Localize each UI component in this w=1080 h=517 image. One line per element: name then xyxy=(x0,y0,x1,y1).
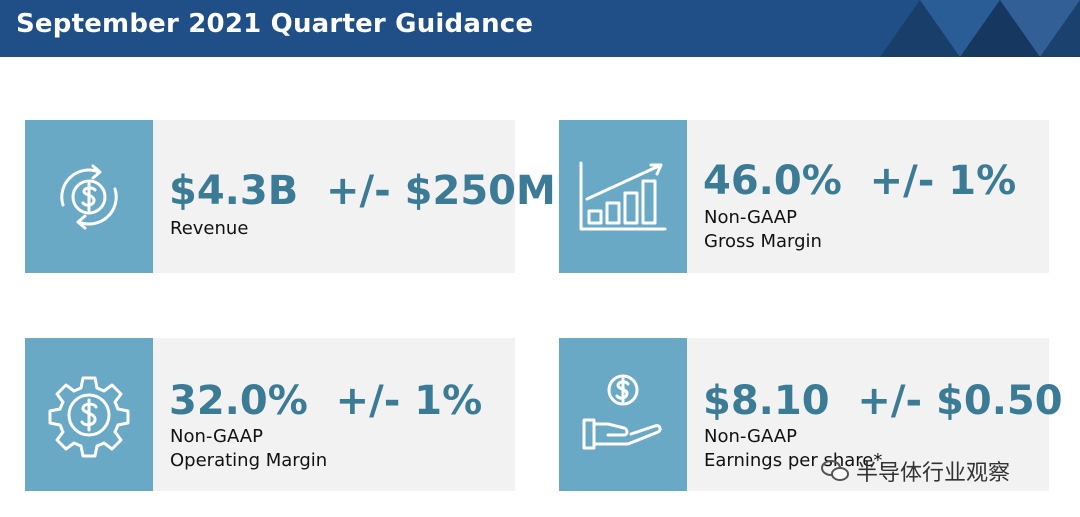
eps-label-line1: Non-GAAP xyxy=(704,426,797,447)
operating-margin-label-line2: Operating Margin xyxy=(170,450,328,471)
operating-margin-label-line1: Non-GAAP xyxy=(170,426,263,447)
eps-label-line2: Earnings per share* xyxy=(704,450,883,471)
hand-coin-icon xyxy=(582,374,662,449)
triangle-decoration xyxy=(880,0,1080,57)
page-title: September 2021 Quarter Guidance xyxy=(16,9,534,39)
title-bar: September 2021 Quarter Guidance xyxy=(0,0,1080,57)
eps-card: $8.10 +/- $0.50 Non-GAAP Earnings per sh… xyxy=(559,338,1063,491)
eps-value: $8.10 +/- $0.50 xyxy=(703,378,1063,424)
revenue-icon-box xyxy=(25,120,153,273)
watermark: 半导体行业观察 xyxy=(820,455,1010,487)
operating-margin-card: 32.0% +/- 1% Non-GAAP Operating Margin xyxy=(25,338,515,491)
gross-margin-icon-box xyxy=(559,120,687,273)
gross-margin-value: 46.0% +/- 1% xyxy=(703,158,1017,204)
gross-margin-label-line2: Gross Margin xyxy=(704,231,822,252)
gross-margin-label-line1: Non-GAAP xyxy=(704,207,797,228)
revenue-value: $4.3B +/- $250M xyxy=(169,168,556,214)
operating-margin-icon-box xyxy=(25,338,153,491)
revenue-label: Revenue xyxy=(170,218,249,239)
watermark-text: 半导体行业观察 xyxy=(856,461,1011,486)
bar-chart-growth-icon xyxy=(579,161,667,230)
revenue-card: $4.3B +/- $250M Revenue xyxy=(25,120,556,273)
wechat-icon xyxy=(821,460,849,481)
dollar-cycle-icon xyxy=(60,164,118,229)
dollar-gear-icon xyxy=(48,376,130,457)
operating-margin-value: 32.0% +/- 1% xyxy=(169,378,483,424)
eps-icon-box xyxy=(559,338,687,491)
gross-margin-card: 46.0% +/- 1% Non-GAAP Gross Margin xyxy=(559,120,1049,273)
